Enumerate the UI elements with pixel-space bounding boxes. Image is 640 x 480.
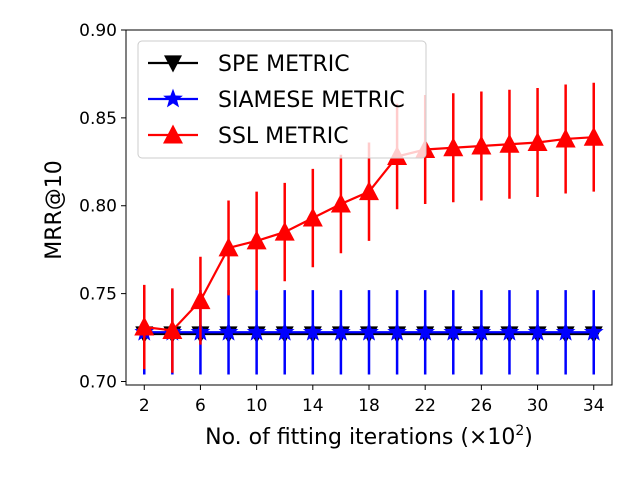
- chart-axis-layer: 2 6 10 14 18 22 26 30 340.700.750.800.850.90: [79, 21, 604, 416]
- data-point: [218, 321, 239, 341]
- y-tick-label: 0.80: [79, 197, 117, 217]
- data-point: [134, 316, 155, 336]
- x-axis-label-close: ): [524, 425, 533, 450]
- data-point: [415, 321, 436, 341]
- legend-marker: [164, 55, 182, 73]
- data-point: [443, 137, 464, 157]
- data-point: [274, 221, 295, 241]
- data-point: [499, 133, 520, 153]
- data-point: [246, 321, 267, 341]
- x-axis-label-superscript: 2: [515, 423, 524, 439]
- x-tick-label: 6: [195, 396, 206, 416]
- x-tick-label: 34: [583, 396, 605, 416]
- x-tick-label: 26: [471, 396, 493, 416]
- x-tick-label: 2: [139, 396, 150, 416]
- y-tick-label: 0.85: [79, 109, 117, 129]
- data-point: [246, 230, 267, 250]
- x-tick-label: 10: [246, 396, 268, 416]
- data-point: [302, 321, 323, 341]
- legend-label: SPE METRIC: [218, 52, 350, 77]
- chart-series-layer: [134, 82, 604, 375]
- data-point: [331, 321, 351, 341]
- legend-label: SIAMESE METRIC: [218, 88, 405, 113]
- data-point: [330, 193, 351, 213]
- legend: SPE METRIC SIAMESE METRIC SSL METRIC: [137, 40, 427, 159]
- data-point: [359, 181, 379, 201]
- x-tick-label: 14: [302, 396, 324, 416]
- legend-marker: [163, 88, 183, 108]
- x-tick-label: 18: [358, 396, 380, 416]
- x-tick-label: 22: [414, 396, 436, 416]
- legend-frame: [137, 40, 427, 159]
- legend-label: SSL METRIC: [218, 124, 349, 149]
- data-point: [527, 131, 548, 151]
- x-tick-label: 30: [527, 396, 549, 416]
- data-point: [162, 320, 183, 340]
- data-point: [471, 321, 492, 341]
- data-point: [302, 207, 323, 227]
- data-point: [190, 290, 211, 310]
- data-point: [499, 321, 520, 341]
- data-point: [583, 126, 604, 146]
- x-axis-label-main: No. of fitting iterations (×10: [205, 425, 515, 450]
- data-point: [527, 321, 548, 341]
- legend-items: SPE METRIC SIAMESE METRIC SSL METRIC: [148, 52, 405, 149]
- data-point: [443, 321, 464, 341]
- x-axis-label: No. of fitting iterations (×102): [205, 423, 533, 450]
- data-point: [218, 237, 239, 257]
- data-point: [555, 321, 576, 341]
- y-tick-label: 0.75: [79, 285, 117, 305]
- data-point: [583, 321, 604, 341]
- data-point: [387, 321, 407, 341]
- legend-marker: [163, 124, 183, 144]
- y-axis-label: MRR@10: [42, 160, 67, 260]
- data-point: [274, 321, 295, 341]
- y-tick-label: 0.70: [79, 372, 117, 392]
- data-point: [555, 128, 576, 148]
- data-point: [471, 135, 492, 155]
- data-point: [359, 321, 379, 341]
- y-tick-label: 0.90: [79, 21, 117, 41]
